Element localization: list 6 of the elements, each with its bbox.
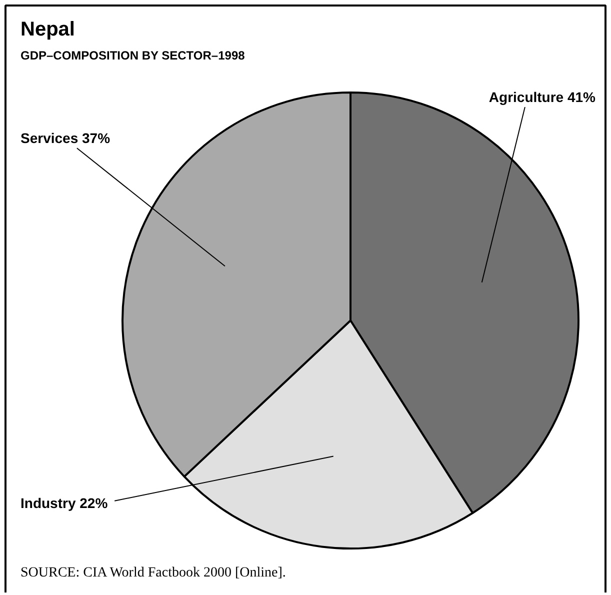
slice-label: Agriculture 41%	[488, 89, 596, 106]
slice-label: Services 37%	[20, 130, 111, 146]
slice-label: Industry 22%	[20, 494, 108, 511]
source-note: SOURCE: CIA World Factbook 2000 [Online].	[20, 566, 286, 580]
chart-title: Nepal	[20, 18, 75, 40]
chart-subtitle: GDP–COMPOSITION BY SECTOR–1998	[20, 48, 246, 62]
